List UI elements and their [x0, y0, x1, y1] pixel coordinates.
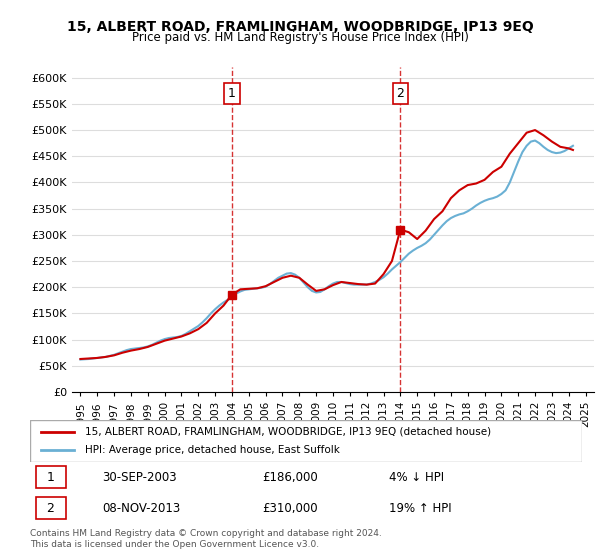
Text: Price paid vs. HM Land Registry's House Price Index (HPI): Price paid vs. HM Land Registry's House … — [131, 31, 469, 44]
Text: 1: 1 — [46, 471, 55, 484]
FancyBboxPatch shape — [35, 466, 66, 488]
Text: 1: 1 — [228, 87, 236, 100]
Text: 19% ↑ HPI: 19% ↑ HPI — [389, 502, 451, 515]
Text: 4% ↓ HPI: 4% ↓ HPI — [389, 471, 444, 484]
Text: £310,000: £310,000 — [262, 502, 317, 515]
FancyBboxPatch shape — [30, 420, 582, 462]
Text: 08-NOV-2013: 08-NOV-2013 — [102, 502, 180, 515]
Text: 15, ALBERT ROAD, FRAMLINGHAM, WOODBRIDGE, IP13 9EQ (detached house): 15, ALBERT ROAD, FRAMLINGHAM, WOODBRIDGE… — [85, 427, 491, 437]
Text: 15, ALBERT ROAD, FRAMLINGHAM, WOODBRIDGE, IP13 9EQ: 15, ALBERT ROAD, FRAMLINGHAM, WOODBRIDGE… — [67, 20, 533, 34]
Text: 2: 2 — [46, 502, 55, 515]
FancyBboxPatch shape — [35, 497, 66, 519]
Text: £186,000: £186,000 — [262, 471, 317, 484]
Text: 2: 2 — [397, 87, 404, 100]
Text: Contains HM Land Registry data © Crown copyright and database right 2024.
This d: Contains HM Land Registry data © Crown c… — [30, 529, 382, 549]
Text: 30-SEP-2003: 30-SEP-2003 — [102, 471, 176, 484]
Text: HPI: Average price, detached house, East Suffolk: HPI: Average price, detached house, East… — [85, 445, 340, 455]
